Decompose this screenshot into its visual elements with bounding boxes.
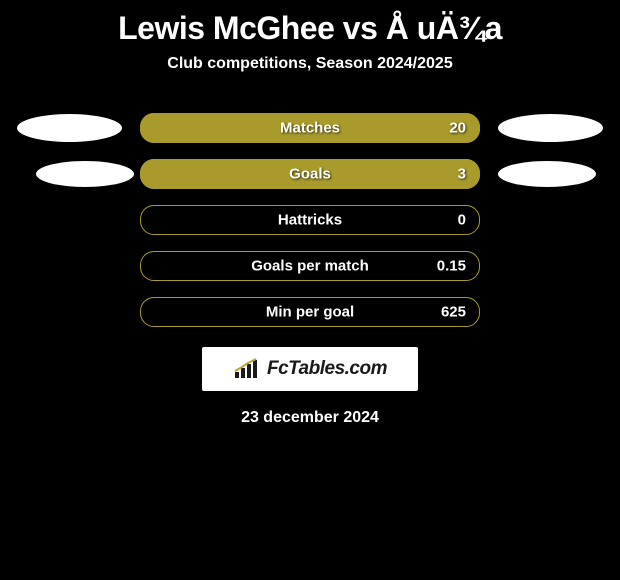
bar-chart-icon <box>233 358 261 380</box>
fctables-logo[interactable]: FcTables.com <box>202 347 418 391</box>
stat-bar: Goals 3 <box>140 159 480 189</box>
stat-label: Min per goal <box>266 304 354 321</box>
comparison-widget: Lewis McGhee vs Å uÄ¾a Club competitions… <box>0 0 620 427</box>
stat-label: Matches <box>280 120 340 137</box>
stat-row-min-per-goal: Min per goal 625 <box>0 297 620 327</box>
date-text: 23 december 2024 <box>0 409 620 427</box>
right-spacer <box>498 206 603 234</box>
stat-value: 20 <box>449 120 466 137</box>
stat-row-matches: Matches 20 <box>0 113 620 143</box>
page-title: Lewis McGhee vs Å uÄ¾a <box>0 0 620 55</box>
stat-row-goals-per-match: Goals per match 0.15 <box>0 251 620 281</box>
subtitle: Club competitions, Season 2024/2025 <box>0 55 620 73</box>
stat-bar: Matches 20 <box>140 113 480 143</box>
stat-value: 0 <box>458 212 466 229</box>
stat-bar: Hattricks 0 <box>140 205 480 235</box>
left-spacer <box>17 298 122 326</box>
stat-value: 0.15 <box>437 258 466 275</box>
stat-label: Goals per match <box>251 258 369 275</box>
stat-label: Goals <box>289 166 331 183</box>
right-spacer <box>498 298 603 326</box>
stat-row-hattricks: Hattricks 0 <box>0 205 620 235</box>
left-marker-ellipse <box>17 114 122 142</box>
stat-bar: Min per goal 625 <box>140 297 480 327</box>
stat-value: 625 <box>441 304 466 321</box>
left-spacer <box>17 206 122 234</box>
logo-text: FcTables.com <box>267 358 387 380</box>
right-spacer <box>498 252 603 280</box>
stat-value: 3 <box>458 166 466 183</box>
stat-bar: Goals per match 0.15 <box>140 251 480 281</box>
stat-row-goals: Goals 3 <box>0 159 620 189</box>
right-marker-ellipse <box>498 114 603 142</box>
stat-label: Hattricks <box>278 212 342 229</box>
right-marker-ellipse <box>498 161 596 187</box>
stats-area: Matches 20 Goals 3 Hattricks 0 <box>0 113 620 327</box>
left-spacer <box>17 252 122 280</box>
left-marker-ellipse <box>36 161 134 187</box>
logo-content: FcTables.com <box>233 358 387 380</box>
